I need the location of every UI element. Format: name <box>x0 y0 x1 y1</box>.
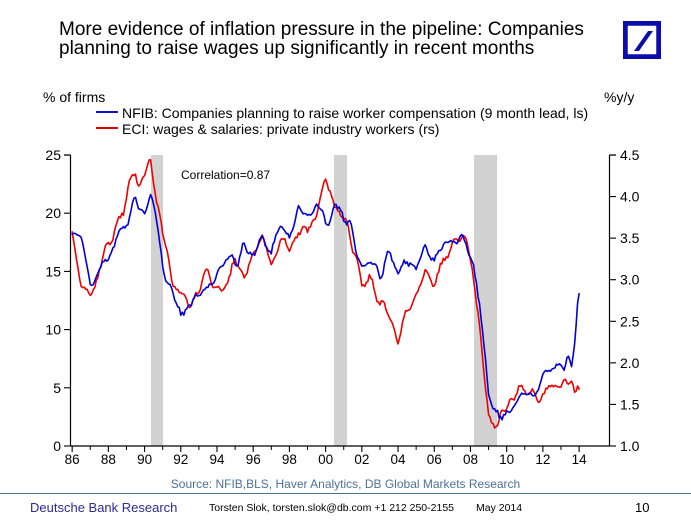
svg-text:3.5: 3.5 <box>620 230 640 246</box>
svg-text:4.0: 4.0 <box>620 189 640 205</box>
svg-text:06: 06 <box>427 452 442 467</box>
svg-text:94: 94 <box>209 452 225 467</box>
svg-text:04: 04 <box>391 452 407 467</box>
svg-text:96: 96 <box>246 452 261 467</box>
svg-text:08: 08 <box>463 452 478 467</box>
svg-text:15: 15 <box>45 263 61 279</box>
svg-text:88: 88 <box>101 452 116 467</box>
svg-text:10: 10 <box>45 322 61 338</box>
svg-text:14: 14 <box>572 452 588 467</box>
svg-text:5: 5 <box>53 380 61 396</box>
svg-text:Correlation=0.87: Correlation=0.87 <box>181 168 270 182</box>
svg-text:00: 00 <box>318 452 333 467</box>
svg-text:4.5: 4.5 <box>620 147 640 163</box>
svg-text:1.5: 1.5 <box>620 396 640 412</box>
svg-text:12: 12 <box>535 452 550 467</box>
svg-text:25: 25 <box>45 147 61 163</box>
svg-text:3.0: 3.0 <box>620 272 640 288</box>
svg-text:98: 98 <box>282 452 297 467</box>
svg-text:92: 92 <box>173 452 188 467</box>
svg-text:90: 90 <box>137 452 152 467</box>
svg-text:1.0: 1.0 <box>620 438 640 454</box>
svg-text:2.0: 2.0 <box>620 355 640 371</box>
svg-text:20: 20 <box>45 205 61 221</box>
svg-text:0: 0 <box>53 438 61 454</box>
svg-text:2.5: 2.5 <box>620 313 640 329</box>
svg-text:86: 86 <box>65 452 80 467</box>
svg-text:10: 10 <box>499 452 514 467</box>
svg-text:02: 02 <box>354 452 369 467</box>
